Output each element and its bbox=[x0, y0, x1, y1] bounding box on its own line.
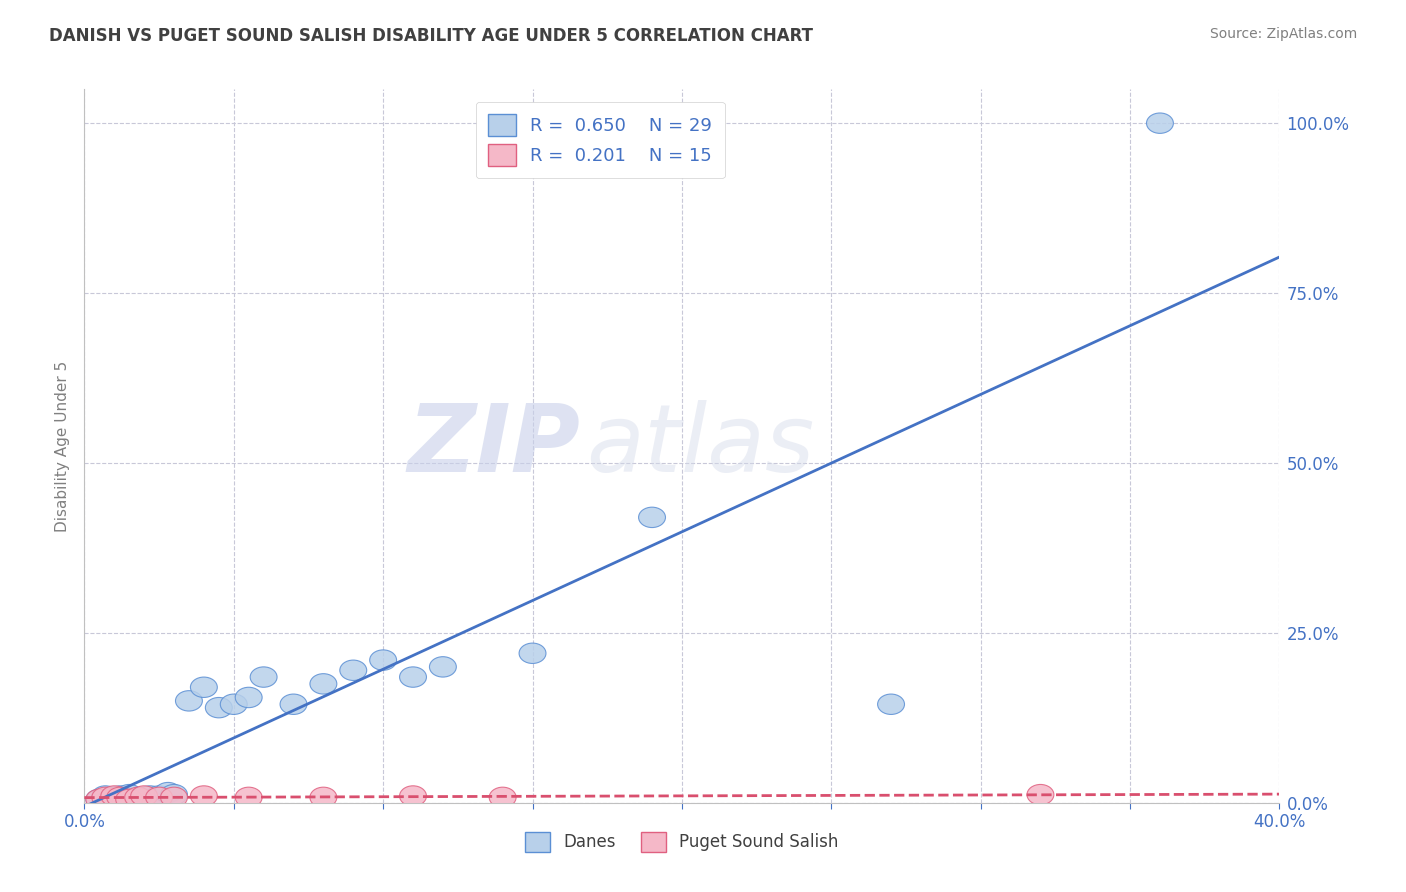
Ellipse shape bbox=[125, 789, 152, 810]
Ellipse shape bbox=[309, 673, 337, 694]
Ellipse shape bbox=[399, 667, 426, 687]
Ellipse shape bbox=[86, 789, 112, 810]
Ellipse shape bbox=[309, 787, 337, 807]
Ellipse shape bbox=[370, 650, 396, 670]
Ellipse shape bbox=[91, 787, 118, 807]
Ellipse shape bbox=[115, 784, 142, 805]
Ellipse shape bbox=[190, 786, 218, 806]
Ellipse shape bbox=[131, 786, 157, 806]
Ellipse shape bbox=[519, 643, 546, 664]
Ellipse shape bbox=[489, 787, 516, 807]
Text: Source: ZipAtlas.com: Source: ZipAtlas.com bbox=[1209, 27, 1357, 41]
Ellipse shape bbox=[399, 786, 426, 806]
Ellipse shape bbox=[160, 784, 187, 805]
Ellipse shape bbox=[91, 786, 118, 806]
Text: atlas: atlas bbox=[586, 401, 814, 491]
Ellipse shape bbox=[1146, 113, 1174, 134]
Ellipse shape bbox=[104, 789, 131, 810]
Ellipse shape bbox=[101, 787, 128, 807]
Ellipse shape bbox=[235, 687, 262, 707]
Ellipse shape bbox=[107, 786, 134, 806]
Ellipse shape bbox=[115, 789, 142, 810]
Ellipse shape bbox=[190, 677, 218, 698]
Ellipse shape bbox=[340, 660, 367, 681]
Ellipse shape bbox=[1026, 784, 1054, 805]
Ellipse shape bbox=[131, 787, 157, 807]
Ellipse shape bbox=[235, 787, 262, 807]
Ellipse shape bbox=[221, 694, 247, 714]
Ellipse shape bbox=[107, 787, 134, 807]
Ellipse shape bbox=[98, 789, 125, 810]
Ellipse shape bbox=[136, 786, 163, 806]
Ellipse shape bbox=[638, 508, 665, 527]
Ellipse shape bbox=[146, 786, 173, 806]
Ellipse shape bbox=[250, 667, 277, 687]
Ellipse shape bbox=[429, 657, 457, 677]
Ellipse shape bbox=[146, 787, 173, 807]
Ellipse shape bbox=[176, 690, 202, 711]
Ellipse shape bbox=[877, 694, 904, 714]
Ellipse shape bbox=[155, 782, 181, 803]
Ellipse shape bbox=[125, 787, 152, 807]
Ellipse shape bbox=[205, 698, 232, 718]
Text: ZIP: ZIP bbox=[408, 400, 581, 492]
Ellipse shape bbox=[160, 787, 187, 807]
Ellipse shape bbox=[86, 789, 112, 810]
Ellipse shape bbox=[101, 786, 128, 806]
Text: DANISH VS PUGET SOUND SALISH DISABILITY AGE UNDER 5 CORRELATION CHART: DANISH VS PUGET SOUND SALISH DISABILITY … bbox=[49, 27, 813, 45]
Y-axis label: Disability Age Under 5: Disability Age Under 5 bbox=[55, 360, 70, 532]
Legend: Danes, Puget Sound Salish: Danes, Puget Sound Salish bbox=[519, 825, 845, 859]
Ellipse shape bbox=[280, 694, 307, 714]
